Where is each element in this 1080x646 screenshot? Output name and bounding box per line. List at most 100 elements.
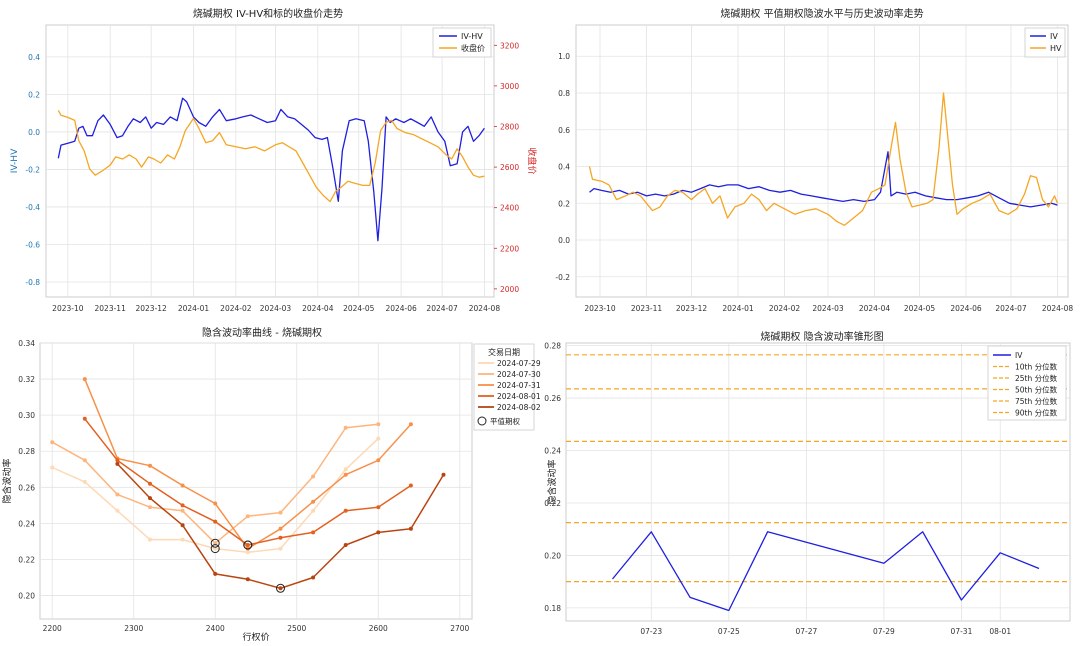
- x-tick-label: 2024-04: [859, 304, 891, 313]
- y-axis-label: 隐含波动率: [546, 459, 558, 504]
- y-tick-label: 0.0: [558, 236, 570, 245]
- x-tick-label: 07-29: [873, 627, 895, 636]
- x-tick-label: 2024-06: [385, 304, 417, 313]
- series-line: [589, 151, 1058, 208]
- x-tick-label: 2023-11: [631, 304, 663, 313]
- right-tick-label: 3200: [500, 41, 519, 50]
- x-tick-label: 2024-07: [426, 304, 458, 313]
- data-point: [408, 422, 413, 427]
- y-axis-label: 隐含波动率: [1, 458, 13, 503]
- y-tick-label: 0.24: [18, 519, 35, 528]
- legend-label: 75th 分位数: [1015, 396, 1058, 406]
- panel-iv-hv-price: 烧碱期权 IV-HV和标的收盘价走势 0.4 0.2 0.0 -0.2 -0.4 -0.6…: [10, 7, 538, 313]
- data-point: [50, 465, 55, 470]
- legend-label: 2024-07-29: [497, 359, 541, 368]
- x-tick-label: 07-25: [718, 627, 740, 636]
- legend-label: IV: [1015, 351, 1023, 360]
- data-point: [311, 499, 316, 504]
- data-point: [343, 467, 348, 472]
- chart-title: 烧碱期权 平值期权隐波水平与历史波动率走势: [720, 7, 923, 20]
- legend-entries: 2024-07-29 2024-07-30 2024-07-31 2024-08-01…: [478, 359, 541, 412]
- x-tick-label: 2024-07: [995, 304, 1027, 313]
- data-point: [376, 530, 381, 535]
- y-tick-label: -0.2: [25, 165, 40, 174]
- y-axis-label: IV-HV: [10, 148, 20, 173]
- panel-iv-hv-levels: 烧碱期权 平值期权隐波水平与历史波动率走势 1.0 0.8 0.6 0.4 0.2 0.0…: [555, 7, 1073, 313]
- x-tick-label: 2200: [43, 624, 62, 633]
- data-point: [311, 575, 316, 580]
- x-tick-labels: 2200 2300 2400 2500 2600 2700: [43, 624, 470, 633]
- legend-atm-marker: [477, 416, 487, 426]
- y-tick-label: -0.4: [25, 203, 40, 212]
- x-tick-label: 08-01: [989, 627, 1011, 636]
- x-tick-label: 2023-10: [52, 304, 84, 313]
- data-point: [343, 472, 348, 477]
- data-point: [408, 526, 413, 531]
- series-lines: [588, 92, 1059, 226]
- plot-frame: [565, 342, 1071, 622]
- grid: [46, 25, 494, 297]
- data-point: [376, 505, 381, 510]
- data-point: [213, 501, 218, 506]
- y-tick-labels: 0.20 0.22 0.24 0.26 0.28 0.30 0.32 0.34: [18, 339, 35, 601]
- y-tick-label: 0.2: [28, 90, 40, 99]
- data-point: [82, 416, 87, 421]
- legend-box: [432, 27, 492, 58]
- legend: IV HV: [1024, 27, 1066, 58]
- x-tick-label: 2023-11: [95, 304, 127, 313]
- x-tick-label: 2024-01: [178, 304, 210, 313]
- data-point: [50, 440, 55, 445]
- series-lines: [57, 97, 485, 242]
- legend-label: 50th 分位数: [1015, 385, 1058, 395]
- x-tick-labels: 2023-10 2023-11 2023-12 2024-01 2024-02 2024-…: [52, 304, 500, 313]
- legend-label: IV-HV: [461, 32, 483, 41]
- data-point: [115, 461, 120, 466]
- data-point: [245, 577, 250, 582]
- data-point: [180, 508, 185, 513]
- data-point: [213, 571, 218, 576]
- data-point: [278, 526, 283, 531]
- x-tick-label: 2700: [450, 624, 469, 633]
- panel-iv-smile: 隐含波动率曲线 - 烧碱期权 0.200.220.240.260.280.300…: [1, 326, 541, 643]
- series-line: [611, 531, 1040, 612]
- series-lines: [50, 377, 446, 593]
- y-tick-label: 0.20: [544, 551, 561, 560]
- data-point: [343, 508, 348, 513]
- grid: [566, 343, 1070, 621]
- x-tick-label: 2024-08: [1042, 304, 1074, 313]
- x-tick-label: 2024-03: [260, 304, 292, 313]
- data-point: [278, 546, 283, 551]
- x-tick-label: 2023-12: [676, 304, 708, 313]
- legend-title: 交易日期: [488, 347, 520, 357]
- y-tick-label: 0.32: [18, 375, 35, 384]
- data-point: [441, 472, 446, 477]
- x-axis-label: 行权价: [242, 631, 269, 643]
- data-point: [148, 463, 152, 468]
- y-tick-label: 1.0: [558, 52, 570, 61]
- x-tick-label: 2300: [124, 624, 143, 633]
- grid: [40, 342, 472, 619]
- x-tick-label: 2024-02: [769, 304, 801, 313]
- x-tick-label: 2024-08: [469, 304, 501, 313]
- legend-label: IV: [1050, 32, 1058, 41]
- y-tick-label: 0.4: [28, 53, 40, 62]
- x-tick-label: 2024-06: [950, 304, 982, 313]
- right-tick-label: 2400: [500, 204, 519, 213]
- data-point: [180, 537, 185, 542]
- data-point: [82, 377, 87, 382]
- y-tick-label: 0.26: [18, 483, 35, 492]
- chart-title: 烧碱期权 隐含波动率锥形图: [760, 330, 883, 343]
- data-point: [245, 543, 250, 547]
- x-tick-label: 2024-05: [343, 304, 375, 313]
- atm-marker: [243, 540, 253, 550]
- x-tick-labels: 07-23 07-25 07-27 07-29 07-31 08-01: [640, 627, 1011, 636]
- data-point: [180, 503, 185, 508]
- data-point: [311, 530, 316, 535]
- y-tick-label: 0.8: [558, 89, 570, 98]
- x-tick-label: 2024-02: [220, 304, 252, 313]
- right-tick-label: 2600: [500, 163, 519, 172]
- legend-label: 2024-07-31: [497, 381, 541, 390]
- data-point: [180, 483, 185, 488]
